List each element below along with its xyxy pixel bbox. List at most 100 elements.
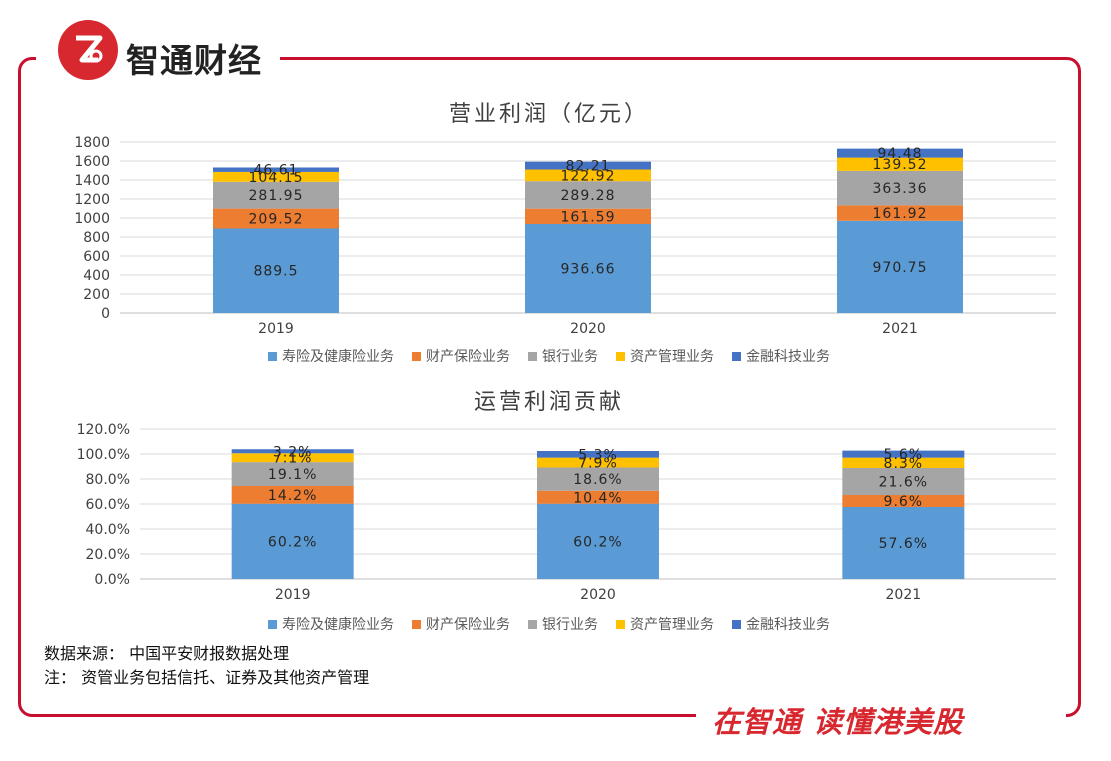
- y-tick-label: 60.0%: [86, 497, 130, 513]
- y-tick-label: 1800: [74, 135, 110, 151]
- y-tick-label: 200: [83, 287, 110, 303]
- bar-segment: [213, 171, 339, 182]
- operating-profit-chart: 营业利润（亿元） 0 200 400 600 800 1000 1200 1400 1600 18…: [40, 90, 1058, 375]
- bar-segment: [525, 169, 651, 182]
- x-tick-label: 2019: [258, 321, 294, 337]
- legend-item: 寿险及健康险业务: [268, 614, 394, 634]
- legend-swatch: [528, 619, 537, 629]
- data-label: 889.5: [253, 264, 298, 280]
- bar-segment: [213, 208, 339, 229]
- data-label: 18.6%: [573, 472, 622, 488]
- y-tick-label: 100.0%: [77, 447, 130, 463]
- chart-plot: 0.0% 20.0% 40.0% 60.0% 80.0% 100.0% 120.0% 60.2…: [77, 422, 1056, 603]
- y-tick-label: 80.0%: [86, 472, 130, 488]
- data-label: 5.6%: [884, 447, 924, 463]
- bar-segment: [842, 507, 965, 579]
- y-tick-label: 1200: [74, 192, 110, 208]
- bar-segment: [537, 490, 659, 504]
- bar-segment: [525, 181, 651, 209]
- legend-item: 寿险及健康险业务: [268, 346, 394, 366]
- legend-swatch: [268, 619, 277, 629]
- bar-segment: [231, 453, 354, 463]
- bar-segment: [537, 467, 659, 491]
- bar-segment: [525, 208, 651, 225]
- data-label: 970.75: [873, 260, 928, 276]
- x-tick-label: 2020: [570, 321, 606, 337]
- brand-slogan: 在智通 读懂港美股: [712, 705, 964, 739]
- data-label: 281.95: [249, 188, 304, 204]
- data-label: 7.9%: [578, 456, 618, 472]
- legend-swatch: [732, 619, 741, 629]
- data-label: 10.4%: [573, 490, 622, 506]
- data-source-note: 数据来源： 中国平安财报数据处理: [44, 644, 290, 663]
- bar-segment: [213, 228, 339, 313]
- legend-swatch: [412, 351, 421, 361]
- y-tick-label: 1000: [74, 211, 110, 227]
- data-label: 60.2%: [268, 534, 317, 550]
- y-tick-label: 400: [83, 268, 110, 284]
- data-label: 21.6%: [879, 475, 928, 491]
- data-label: 363.36: [873, 181, 928, 197]
- bar-segment: [837, 220, 963, 313]
- data-label: 3.2%: [273, 444, 313, 460]
- legend-item: 资产管理业务: [616, 614, 714, 634]
- legend-item: 资产管理业务: [616, 346, 714, 366]
- legend-item: 财产保险业务: [412, 614, 510, 634]
- data-label: 139.52: [873, 157, 928, 173]
- bar-segment: [537, 451, 659, 458]
- legend-item: 银行业务: [528, 346, 598, 366]
- bar-segment: [213, 181, 339, 209]
- legend-label: 寿险及健康险业务: [282, 349, 394, 365]
- data-label: 14.2%: [268, 488, 317, 504]
- y-tick-label: 800: [83, 230, 110, 246]
- profit-contribution-chart: 运营利润贡献 0.0% 20.0% 40.0% 60.0% 80.0% 100.0% 120…: [40, 378, 1058, 640]
- bar-segment: [842, 457, 965, 468]
- bar-segment: [231, 486, 354, 504]
- legend-label: 寿险及健康险业务: [282, 617, 394, 633]
- data-label: 82.21: [565, 159, 610, 175]
- legend-swatch: [528, 351, 537, 361]
- chart-legend: 寿险及健康险业务 财产保险业务 银行业务 资产管理业务 金融科技业务: [40, 614, 1058, 634]
- y-tick-label: 1600: [74, 154, 110, 170]
- bar-segment: [537, 503, 659, 579]
- data-label: 104.15: [249, 170, 304, 186]
- data-label: 57.6%: [879, 536, 928, 552]
- data-label: 936.66: [561, 262, 616, 278]
- legend-item: 银行业务: [528, 614, 598, 634]
- slogan-backdrop: [696, 700, 1066, 740]
- bar-segment: [525, 224, 651, 313]
- bar-segment: [837, 148, 963, 158]
- bar-segment: [231, 503, 354, 579]
- legend-swatch: [268, 351, 277, 361]
- data-label: 161.59: [561, 209, 616, 225]
- legend-label: 资产管理业务: [630, 617, 714, 633]
- data-label: 60.2%: [573, 534, 622, 550]
- legend-label: 金融科技业务: [746, 349, 830, 365]
- bar-segment: [842, 495, 965, 507]
- legend-label: 财产保险业务: [426, 349, 510, 365]
- x-tick-label: 2021: [882, 321, 918, 337]
- x-tick-label: 2019: [275, 587, 311, 603]
- data-label: 19.1%: [268, 467, 317, 483]
- data-label: 7.1%: [273, 451, 313, 467]
- data-label: 5.3%: [578, 447, 618, 463]
- legend-swatch: [616, 619, 625, 629]
- y-tick-label: 20.0%: [86, 547, 130, 563]
- legend-swatch: [732, 351, 741, 361]
- bar-segment: [213, 167, 339, 172]
- legend-swatch: [412, 619, 421, 629]
- footnote: 注： 资管业务包括信托、证券及其他资产管理: [44, 668, 370, 687]
- page-frame: [18, 57, 1081, 717]
- data-label: 94.48: [877, 146, 922, 162]
- chart-plot: 0 200 400 600 800 1000 1200 1400 1600 1800 889.5 20…: [74, 135, 1056, 337]
- data-label: 8.3%: [884, 456, 924, 472]
- legend-label: 资产管理业务: [630, 349, 714, 365]
- x-tick-label: 2020: [580, 587, 616, 603]
- y-tick-label: 40.0%: [86, 522, 130, 538]
- legend-item: 财产保险业务: [412, 346, 510, 366]
- brand-name: 智通财经: [126, 41, 262, 80]
- chart-title: 营业利润（亿元）: [448, 102, 649, 127]
- bar-segment: [525, 161, 651, 170]
- bar-segment: [837, 157, 963, 171]
- bar-segment: [231, 462, 354, 486]
